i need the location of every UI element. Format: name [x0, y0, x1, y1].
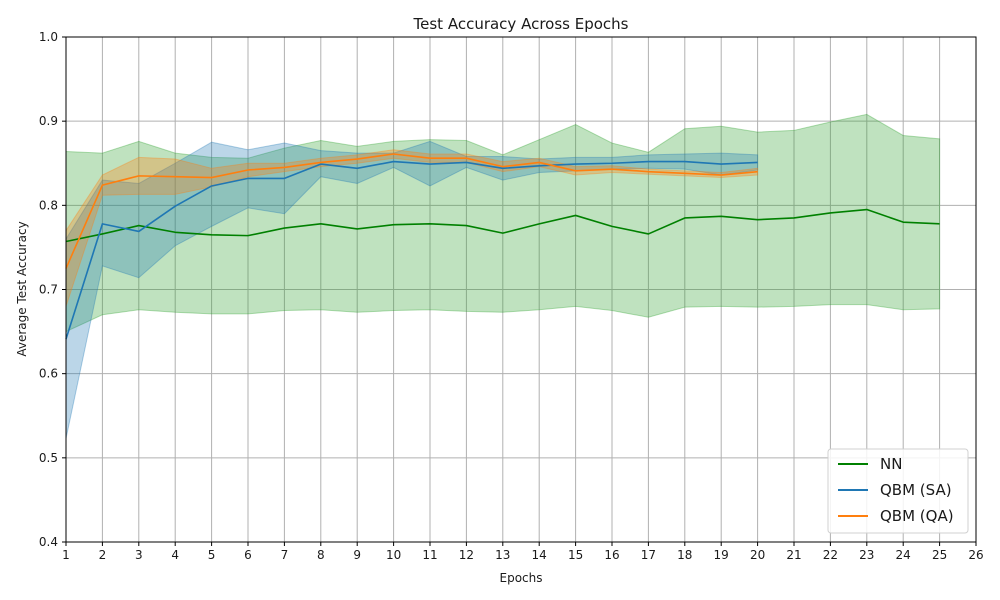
line-qbm-sa: [65, 160, 758, 340]
line-nn: [65, 208, 940, 243]
chart-title: Test Accuracy Across Epochs: [413, 15, 629, 33]
x-tick-label: 6: [244, 548, 252, 562]
y-tick-label: 0.8: [39, 198, 58, 212]
legend-box: [827, 448, 969, 534]
x-tick-label: 13: [495, 548, 510, 562]
x-tick-label: 10: [386, 548, 401, 562]
x-tick-label: 7: [281, 548, 289, 562]
x-tick-label: 26: [968, 548, 983, 562]
x-tick-label: 19: [714, 548, 729, 562]
band-qbm-sa: [65, 140, 759, 439]
y-tick-label: 1.0: [39, 30, 58, 44]
x-tick-label: 20: [750, 548, 765, 562]
y-tick-label: 0.9: [39, 114, 58, 128]
x-tick-label: 1: [62, 548, 70, 562]
x-tick-label: 21: [786, 548, 801, 562]
x-tick-label: 9: [353, 548, 361, 562]
x-tick-label: 25: [932, 548, 947, 562]
x-tick-label: 8: [317, 548, 325, 562]
legend-label-nn: NN: [880, 455, 902, 473]
x-tick-label: 14: [532, 548, 547, 562]
legend-label-qbm-sa: QBM (SA): [880, 481, 952, 499]
y-axis-title: Average Test Accuracy: [15, 221, 29, 356]
x-axis-title: Epochs: [500, 571, 543, 585]
y-tick-label: 0.7: [39, 283, 58, 297]
band-qbm-qa: [65, 149, 759, 307]
x-tick-label: 12: [459, 548, 474, 562]
band-nn: [65, 113, 941, 333]
x-tick-label: 5: [208, 548, 216, 562]
x-tick-label: 24: [896, 548, 911, 562]
x-tick-label: 2: [99, 548, 107, 562]
y-tick-label: 0.5: [39, 451, 58, 465]
x-tick-label: 15: [568, 548, 583, 562]
x-tick-label: 4: [171, 548, 179, 562]
y-axis-ticks: 0.4 0.5 0.6 0.7 0.8 0.9 1.0: [39, 30, 66, 549]
y-tick-label: 0.6: [39, 367, 58, 381]
series-lines: [65, 153, 940, 340]
x-tick-label: 11: [422, 548, 437, 562]
x-tick-label: 18: [677, 548, 692, 562]
grid-lines: [65, 36, 977, 543]
x-axis-ticks: 1 2 3 4 5 6 7 8 9 10 11 12 13 14 15 16 17 18 19 20 21 22 23 24 2…: [62, 542, 984, 562]
confidence-bands: [65, 113, 941, 439]
x-tick-label: 16: [604, 548, 619, 562]
x-tick-label: 22: [823, 548, 838, 562]
x-tick-label: 17: [641, 548, 656, 562]
legend-label-qbm-qa: QBM (QA): [880, 507, 954, 525]
legend: NN QBM (SA) QBM (QA): [827, 448, 969, 534]
x-tick-label: 3: [135, 548, 143, 562]
x-tick-label: 23: [859, 548, 874, 562]
line-qbm-qa: [65, 153, 758, 269]
y-tick-label: 0.4: [39, 535, 58, 549]
